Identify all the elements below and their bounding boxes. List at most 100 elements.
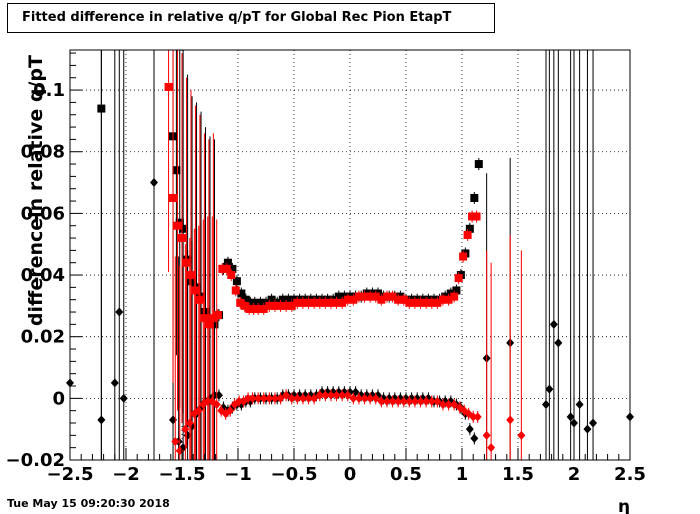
data-point-square — [186, 271, 195, 280]
data-marks — [66, 50, 634, 460]
data-point-diamond — [226, 406, 235, 416]
axes-frame — [69, 49, 631, 461]
data-point-square — [459, 252, 468, 261]
data-point-square — [371, 292, 380, 301]
data-point-square — [246, 298, 255, 307]
data-point-square — [470, 193, 479, 202]
data-point-square — [474, 160, 483, 169]
data-point-square — [231, 286, 240, 295]
data-point-square — [405, 298, 414, 307]
data-point-square — [250, 298, 259, 307]
data-point-square — [315, 298, 324, 307]
data-point-square — [293, 298, 302, 307]
x-tick-label: 1.5 — [502, 464, 534, 485]
data-point-square — [270, 301, 279, 310]
data-point-square — [232, 277, 241, 286]
data-point-square — [382, 292, 391, 301]
data-point-square — [354, 292, 363, 301]
data-point-square — [267, 295, 276, 304]
data-point-diamond — [293, 393, 302, 403]
y-tick-label: 0.04 — [21, 265, 65, 286]
x-tick-label: 0.5 — [390, 464, 422, 485]
data-point-diamond — [119, 393, 128, 403]
x-axis-label: η — [618, 497, 630, 514]
data-point-diamond — [422, 396, 431, 406]
data-point-diamond — [371, 393, 380, 403]
data-point-square — [241, 295, 250, 304]
data-point-square — [284, 295, 293, 304]
data-point-diamond — [349, 393, 358, 403]
data-point-square — [465, 224, 474, 233]
data-point-diamond — [169, 415, 178, 425]
data-point-square — [298, 298, 307, 307]
chart-title: Fitted difference in relative q/pT for G… — [7, 3, 495, 33]
data-point-diamond — [444, 400, 453, 410]
data-point-diamond — [410, 396, 419, 406]
data-point-square — [416, 298, 425, 307]
data-point-diamond — [244, 393, 253, 403]
data-point-diamond — [326, 390, 335, 400]
data-point-square — [179, 224, 188, 233]
data-point-square — [222, 264, 231, 273]
data-point-diamond — [298, 393, 307, 403]
data-point-square — [427, 298, 436, 307]
data-point-diamond — [450, 400, 459, 410]
data-point-square — [388, 292, 397, 301]
data-point-diamond — [115, 307, 124, 317]
data-point-diamond — [394, 396, 403, 406]
data-point-square — [204, 320, 213, 329]
data-point-diamond — [506, 415, 515, 425]
y-tick-label: 0.02 — [21, 327, 65, 348]
x-tick-label: 2.5 — [614, 464, 646, 485]
y-tick-label: 0.08 — [21, 142, 65, 163]
data-point-square — [209, 314, 218, 323]
timestamp: Tue May 15 09:20:30 2018 — [7, 497, 170, 510]
y-axis-label: differencein relative q/pT — [25, 55, 47, 326]
data-point-diamond — [482, 430, 491, 440]
data-point-diamond — [589, 418, 598, 428]
data-point-square — [195, 295, 204, 304]
data-point-diamond — [235, 396, 244, 406]
data-point-square — [349, 295, 358, 304]
data-point-diamond — [427, 396, 436, 406]
data-point-square — [422, 298, 431, 307]
data-point-diamond — [248, 393, 257, 403]
data-point-diamond — [332, 390, 341, 400]
x-tick-label: −2 — [112, 464, 140, 485]
x-tick-label: 2 — [568, 464, 581, 485]
x-tick-label: 0 — [344, 464, 357, 485]
x-tick-label: −1 — [224, 464, 252, 485]
data-point-diamond — [366, 393, 375, 403]
data-point-diamond — [388, 396, 397, 406]
data-point-diamond — [181, 424, 190, 434]
data-point-diamond — [354, 393, 363, 403]
x-tick-label: −0.5 — [271, 464, 318, 485]
data-point-diamond — [469, 412, 478, 422]
data-point-square — [182, 258, 191, 267]
data-point-diamond — [171, 437, 180, 447]
data-point-square — [444, 295, 453, 304]
data-point-square — [399, 295, 408, 304]
data-point-square — [240, 301, 249, 310]
data-point-square — [164, 82, 173, 91]
data-point-square — [304, 298, 313, 307]
data-point-square — [450, 292, 459, 301]
data-point-diamond — [583, 424, 592, 434]
data-point-diamond — [203, 396, 212, 406]
data-point-diamond — [338, 390, 347, 400]
data-point-diamond — [554, 338, 563, 348]
y-tick-label: 0 — [52, 388, 65, 409]
data-point-diamond — [214, 390, 223, 400]
data-point-square — [265, 301, 274, 310]
data-point-square — [472, 212, 481, 221]
data-point-square — [191, 286, 200, 295]
data-point-diamond — [517, 430, 526, 440]
data-point-diamond — [399, 396, 408, 406]
data-point-diamond — [287, 393, 296, 403]
data-point-square — [326, 298, 335, 307]
data-point-square — [276, 301, 285, 310]
data-point-square — [278, 295, 287, 304]
data-point-square — [256, 298, 265, 307]
data-point-square — [287, 301, 296, 310]
